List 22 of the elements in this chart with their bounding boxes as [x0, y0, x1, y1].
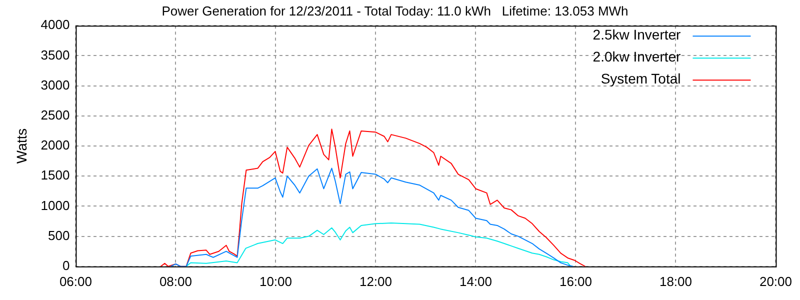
- x-tick-label: 20:00: [759, 274, 792, 289]
- legend-label: System Total: [600, 70, 681, 86]
- y-tick-label: 0: [62, 258, 70, 273]
- y-tick-label: 3000: [40, 77, 70, 92]
- x-tick-label: 08:00: [159, 274, 192, 289]
- y-tick-label: 3500: [40, 47, 70, 62]
- x-tick-label: 16:00: [559, 274, 592, 289]
- x-tick-label: 14:00: [459, 274, 492, 289]
- y-tick-label: 4000: [40, 17, 70, 32]
- y-tick-label: 500: [48, 228, 70, 243]
- y-tick-label: 1500: [40, 168, 70, 183]
- y-axis-title: Watts: [13, 128, 30, 164]
- x-tick-label: 12:00: [359, 274, 392, 289]
- y-tick-label: 2000: [40, 138, 70, 153]
- x-tick-label: 10:00: [259, 274, 292, 289]
- x-tick-label: 06:00: [59, 274, 92, 289]
- x-tick-label: 18:00: [659, 274, 692, 289]
- legend-label: 2.0kw Inverter: [592, 48, 682, 64]
- y-tick-label: 1000: [40, 198, 70, 213]
- chart-title: Power Generation for 12/23/2011 - Total Today: 11.0 kWh Lifetime: 13.053 MWh: [162, 3, 628, 18]
- legend-label: 2.5kw Inverter: [592, 26, 682, 42]
- y-tick-label: 2500: [40, 107, 70, 122]
